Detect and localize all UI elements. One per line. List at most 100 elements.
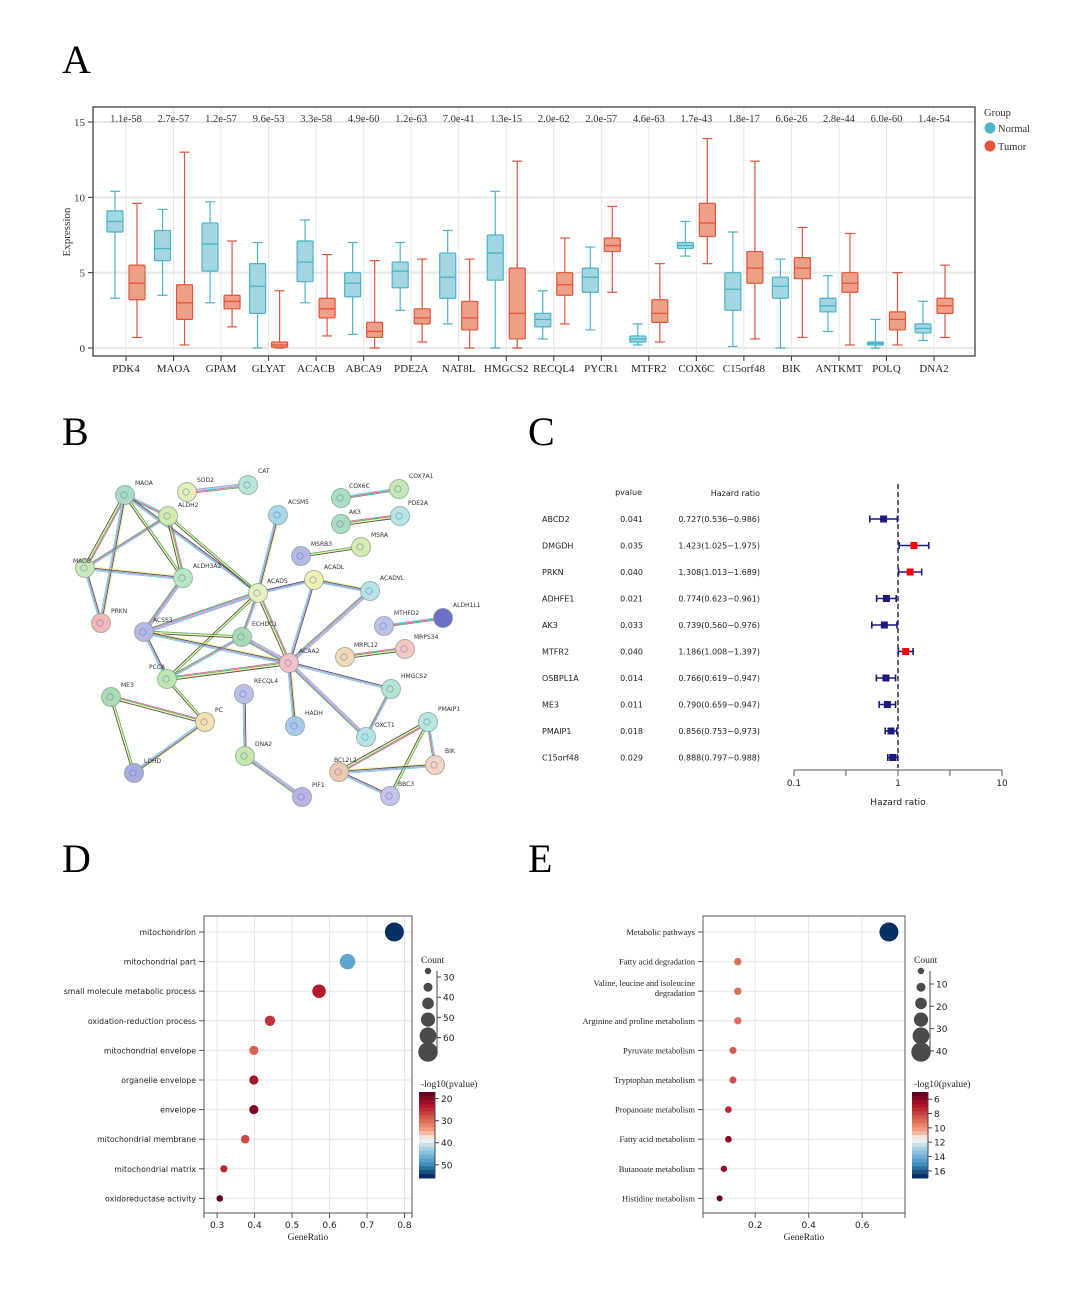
box-tumor [888,272,907,346]
gene-label: ABCD2 [542,515,570,524]
x-tick-label: 0.3 [210,1221,224,1231]
edge-me3-ldhd [109,696,136,774]
term-label: Arginine and proline metabolism [583,1016,696,1026]
hazard-ratio-text: 0.727(0.536−0.986) [678,515,760,524]
node-aldh3a2: ALDH3A2 [173,563,222,588]
edge-strand [109,697,134,774]
node-pmaip1: PMAIP1 [418,706,460,732]
edge-strand [255,514,277,593]
edge-strand [110,698,205,725]
colorbar-segment [419,1119,435,1124]
colorbar-segment [912,1119,928,1124]
edge-strand [339,766,436,775]
protein-structure-icon [336,520,344,528]
node-label: ME3 [121,682,134,689]
protein-structure-icon [423,718,431,726]
colorbar-segment [419,1103,435,1109]
edge-strand [388,721,428,796]
node-circle [291,546,311,566]
term-label: Fatty acid metabolism [619,1134,695,1144]
box-normal [344,241,362,336]
node-label: AK3 [349,509,361,516]
colorbar-segment [912,1138,928,1144]
size-legend-dot [419,1027,437,1045]
edge-strand [288,579,315,664]
edge-strand [166,636,243,680]
edge-aldh3a2-acss3 [142,576,185,634]
colorbar-segment [419,1162,435,1167]
gene-label: PMAIP1 [542,727,571,736]
edge-strand [111,696,206,722]
colorbar-tick-label: 10 [934,1124,946,1134]
size-legend-tick-label: 50 [443,1014,455,1024]
edge-strand [167,516,183,579]
colorbar-segment [419,1174,435,1179]
hazard-ratio-text: 1.308(1.013−1.689) [678,568,760,577]
box-tumor [223,240,241,328]
x-tick-label: PDE2A [394,363,428,375]
term-label: mitochondrion [139,928,196,937]
x-tick-label: 0.6 [855,1221,870,1231]
protein-structure-icon [80,564,88,572]
protein-structure-icon [273,511,281,519]
edge-strand [144,630,243,637]
pvalue-label: 2.0e-62 [538,114,570,125]
node-circle [351,537,371,557]
colorbar-segment [419,1123,435,1128]
hazard-ratio-text: 0.856(0.753−0.973) [678,727,760,736]
color-legend-title: -log10(pvalue) [914,1079,970,1090]
node-circle [331,488,351,508]
x-tick-label: ACACB [297,363,335,375]
protein-structure-icon [129,769,137,777]
legend-swatch-normal [984,122,996,134]
edge-strand [257,514,278,593]
node-label: PMAIP1 [438,706,460,713]
colorbar-tick-label: 6 [934,1096,940,1106]
edge-strand [167,637,243,681]
node-circle [374,616,394,636]
x-tick-label: GLYAT [252,363,286,375]
x-tick-label: POLQ [872,363,901,375]
pvalue-label: 7.0e-41 [443,114,475,125]
box-iqr [581,267,599,293]
protein-structure-icon [200,718,208,726]
edge-strand [287,589,370,663]
node-prkn: PRKN [91,608,127,633]
node-circle [390,506,410,526]
term-dot [384,922,404,942]
box-tumor [366,260,384,349]
edge-strand [289,661,392,689]
size-legend-title: Count [914,956,938,966]
node-pc: PC [195,707,223,732]
size-legend-tick-label: 60 [443,1034,455,1044]
edge-strand [338,721,428,772]
edge-strand [245,755,303,797]
node-oxct1: OXCT1 [356,722,395,747]
pvalue-label: 1.8e-17 [728,114,760,125]
protein-structure-icon [296,552,304,560]
node-circle [157,669,177,689]
hr-point [883,701,891,708]
box-iqr [366,321,384,339]
node-circle [234,684,254,704]
node-label: COX6C [349,483,370,490]
edge-strand [124,494,184,579]
node-hmgcs2: HMGCS2 [381,673,427,699]
colorbar-segment [912,1170,928,1175]
colorbar-segment [419,1127,435,1132]
box-iqr [413,308,431,325]
edge-strand [84,569,183,581]
protein-structure-icon [253,589,261,597]
edge-strand [168,514,260,593]
edge-strand [259,515,281,594]
pvalue-label: 1.2e-63 [395,114,427,125]
node-label: CAT [258,468,270,475]
node-label: SOD2 [197,477,214,484]
edge-strand [167,515,259,594]
edge-acss3-acaa2 [143,629,290,666]
panel-letter-c: C [528,409,555,454]
node-pde2a: PDE2A [390,500,429,526]
protein-structure-icon [182,488,190,496]
colorbar-segment [912,1092,928,1097]
node-label: LDHD [144,758,161,765]
